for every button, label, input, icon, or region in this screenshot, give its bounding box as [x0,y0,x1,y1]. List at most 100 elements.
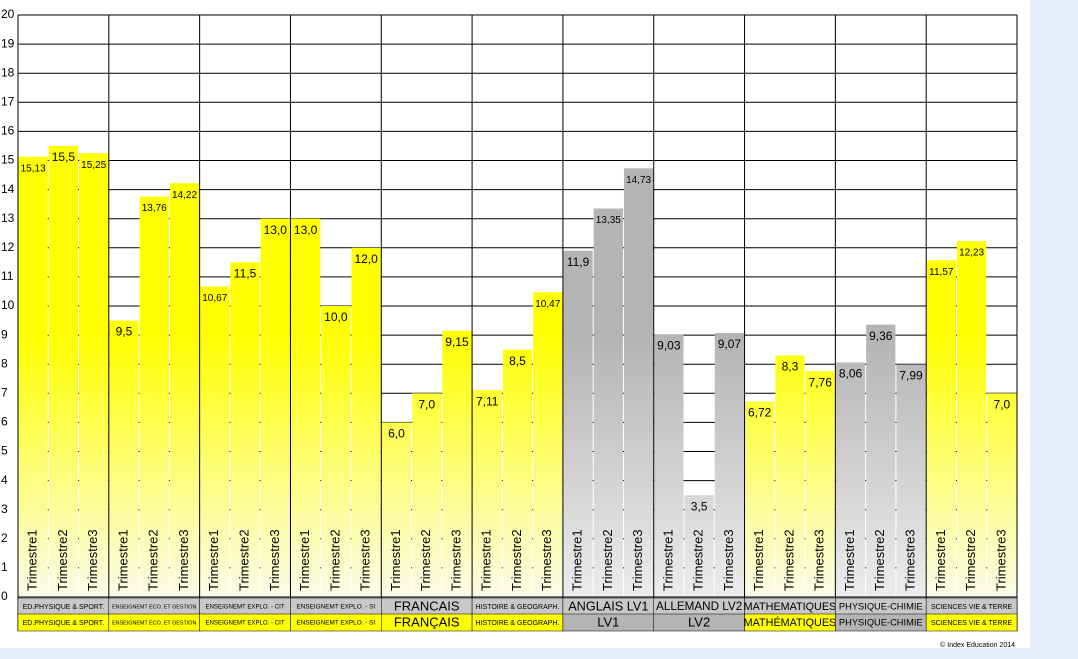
value-label: 8,5 [509,354,526,368]
y-tick-label: 12 [1,240,15,254]
value-label: 15,5 [52,150,76,164]
series-label: Trimestre2 [781,529,796,591]
series-label: Trimestre2 [691,529,706,591]
value-label: 9,5 [116,325,133,339]
series-label: Trimestre2 [872,529,887,591]
series-label: Trimestre2 [600,529,615,591]
series-label: Trimestre3 [993,529,1008,591]
y-tick-label: 20 [1,7,15,21]
bar [866,324,896,597]
value-label: 6,0 [388,427,405,441]
value-label: 9,07 [718,337,742,351]
y-tick-label: 19 [1,36,15,50]
category-label: ENSEIGNEMT ECO. ET GESTION [112,604,196,610]
category-label: ED.PHYSIQUE & SPORT. [23,604,105,611]
value-label: 7,76 [809,375,833,389]
value-label: 10,67 [202,293,227,304]
category-label: LV1 [597,614,619,629]
bar [775,355,805,597]
y-tick-label: 13 [1,211,15,225]
bar [200,286,230,597]
category-label: MATHÉMATIQUES [744,616,837,629]
bar [230,262,260,597]
series-label: Trimestre3 [448,529,463,591]
bar [593,208,623,597]
bar [139,196,169,598]
series-label: Trimestre3 [539,529,554,591]
value-label: 14,22 [172,190,197,201]
bar [290,218,321,597]
bar [623,168,654,597]
series-label: Trimestre1 [660,529,675,591]
series-label: Trimestre2 [55,529,70,591]
series-label: Trimestre2 [963,529,978,591]
series-label: Trimestre1 [479,529,494,591]
series-label: Trimestre3 [85,529,100,591]
category-label: MATHEMATIQUES [744,601,837,613]
category-label: SCIENCES VIE & TERRE [931,604,1013,611]
series-label: Trimestre3 [721,529,736,591]
category-label: SCIENCES VIE & TERRE [931,620,1013,627]
bar [714,333,745,597]
y-tick-label: 10 [1,298,15,312]
series-label: Trimestre1 [206,529,221,591]
value-label: 7,0 [418,397,435,411]
category-label: ENSEIGNEMT EXPLO. - SI [296,604,375,611]
bar [351,247,381,598]
category-label: ENSEIGNEMT EXPLO. - SI [296,620,375,627]
bar [321,306,351,597]
bottom-panel [0,648,1078,659]
series-label: Trimestre1 [25,529,40,591]
y-tick-label: 8 [1,356,8,370]
value-label: 9,36 [869,329,893,343]
series-label: Trimestre1 [842,529,857,591]
y-tick-label: 2 [1,531,8,545]
y-tick-label: 7 [1,385,8,399]
value-label: 14,73 [626,175,651,186]
value-label: 3,5 [691,499,708,513]
bar [442,330,472,597]
bar [654,334,684,597]
series-label: Trimestre3 [902,529,917,591]
category-label: ED.PHYSIQUE & SPORT. [23,620,105,627]
value-label: 15,25 [81,160,106,171]
value-label: 15,13 [21,163,46,174]
y-tick-label: 5 [1,444,8,458]
category-label: PHYSIQUE-CHIMIE [839,617,923,627]
value-label: 12,23 [959,248,984,259]
value-label: 9,03 [657,338,681,352]
bar [79,153,109,597]
category-label: FRANÇAIS [394,614,460,629]
bar [745,401,775,597]
category-label: ANGLAIS LV1 [568,599,648,613]
category-label: FRANCAIS [394,598,460,613]
y-tick-label: 1 [1,560,8,574]
bar [502,349,533,597]
series-label: Trimestre3 [812,529,827,591]
value-label: 8,3 [782,360,799,374]
series-label: Trimestre1 [933,529,948,591]
series-label: Trimestre2 [327,529,342,591]
bar [926,260,956,597]
bar [835,362,866,597]
y-tick-label: 3 [1,502,8,516]
value-label: 11,57 [929,267,954,278]
value-label: 7,99 [899,369,923,383]
category-label: ENSEIGNEMT EXPLO. - CIT [205,620,284,627]
y-tick-label: 4 [1,473,8,487]
value-label: 13,0 [264,223,288,237]
series-label: Trimestre1 [751,529,766,591]
side-panel [1030,0,1078,659]
bar [48,145,79,597]
bar [260,218,290,597]
series-label: Trimestre2 [418,529,433,591]
bar [956,241,987,597]
bar [18,156,48,598]
value-label: 11,9 [567,255,590,269]
series-label: Trimestre1 [569,529,584,591]
value-label: 10,47 [535,299,560,310]
series-label: Trimestre1 [115,529,130,591]
value-label: 7,0 [994,397,1011,411]
copyright: © Index Education 2014 [940,641,1015,649]
